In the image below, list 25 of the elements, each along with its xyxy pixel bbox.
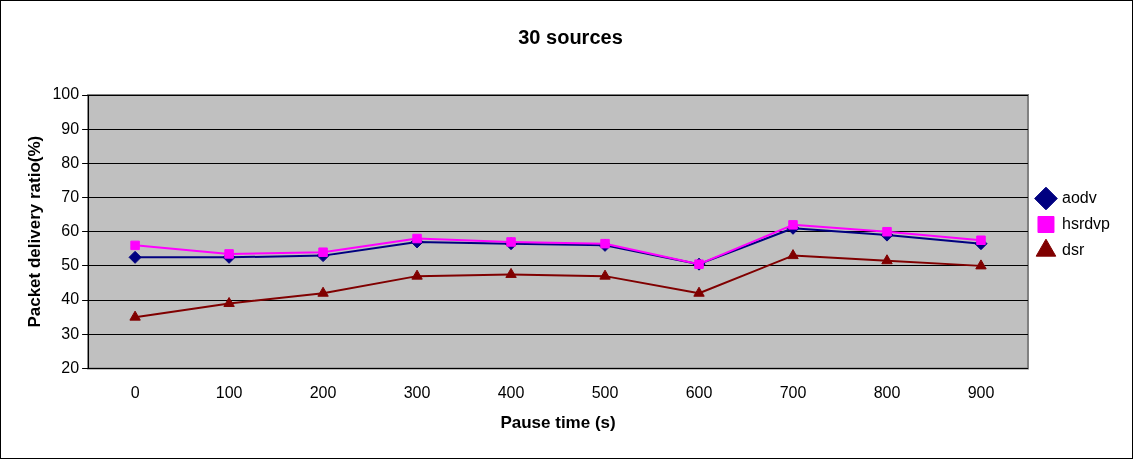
y-tick-label: 20 bbox=[61, 358, 80, 376]
x-tick-label: 0 bbox=[130, 384, 140, 402]
y-tick-label: 70 bbox=[61, 187, 80, 205]
y-tick-label: 90 bbox=[61, 119, 80, 137]
y-tick-label: 40 bbox=[61, 290, 80, 308]
x-tick-label: 100 bbox=[215, 384, 243, 402]
x-tick-label: 900 bbox=[967, 384, 995, 402]
legend-label: aodv bbox=[1061, 188, 1097, 206]
legend-label: dsr bbox=[1061, 240, 1085, 258]
x-tick-label: 200 bbox=[309, 384, 337, 402]
chart-title: 30 sources bbox=[518, 25, 623, 48]
x-tick-label: 800 bbox=[873, 384, 901, 402]
y-axis-title: Packet delivery ratio(%) bbox=[24, 135, 44, 328]
x-axis-title: Pause time (s) bbox=[500, 413, 616, 433]
y-tick-label: 60 bbox=[61, 222, 80, 240]
y-tick-label: 80 bbox=[61, 153, 80, 171]
x-tick-label: 600 bbox=[685, 384, 713, 402]
y-tick-label: 50 bbox=[61, 256, 80, 274]
x-tick-label: 400 bbox=[497, 384, 525, 402]
x-tick-label: 500 bbox=[591, 384, 619, 402]
x-tick-label: 300 bbox=[403, 384, 431, 402]
x-tick-label: 700 bbox=[779, 384, 807, 402]
y-tick-label: 30 bbox=[61, 324, 80, 342]
y-tick-label: 100 bbox=[52, 85, 80, 103]
legend-label: hsrdvp bbox=[1061, 214, 1111, 232]
